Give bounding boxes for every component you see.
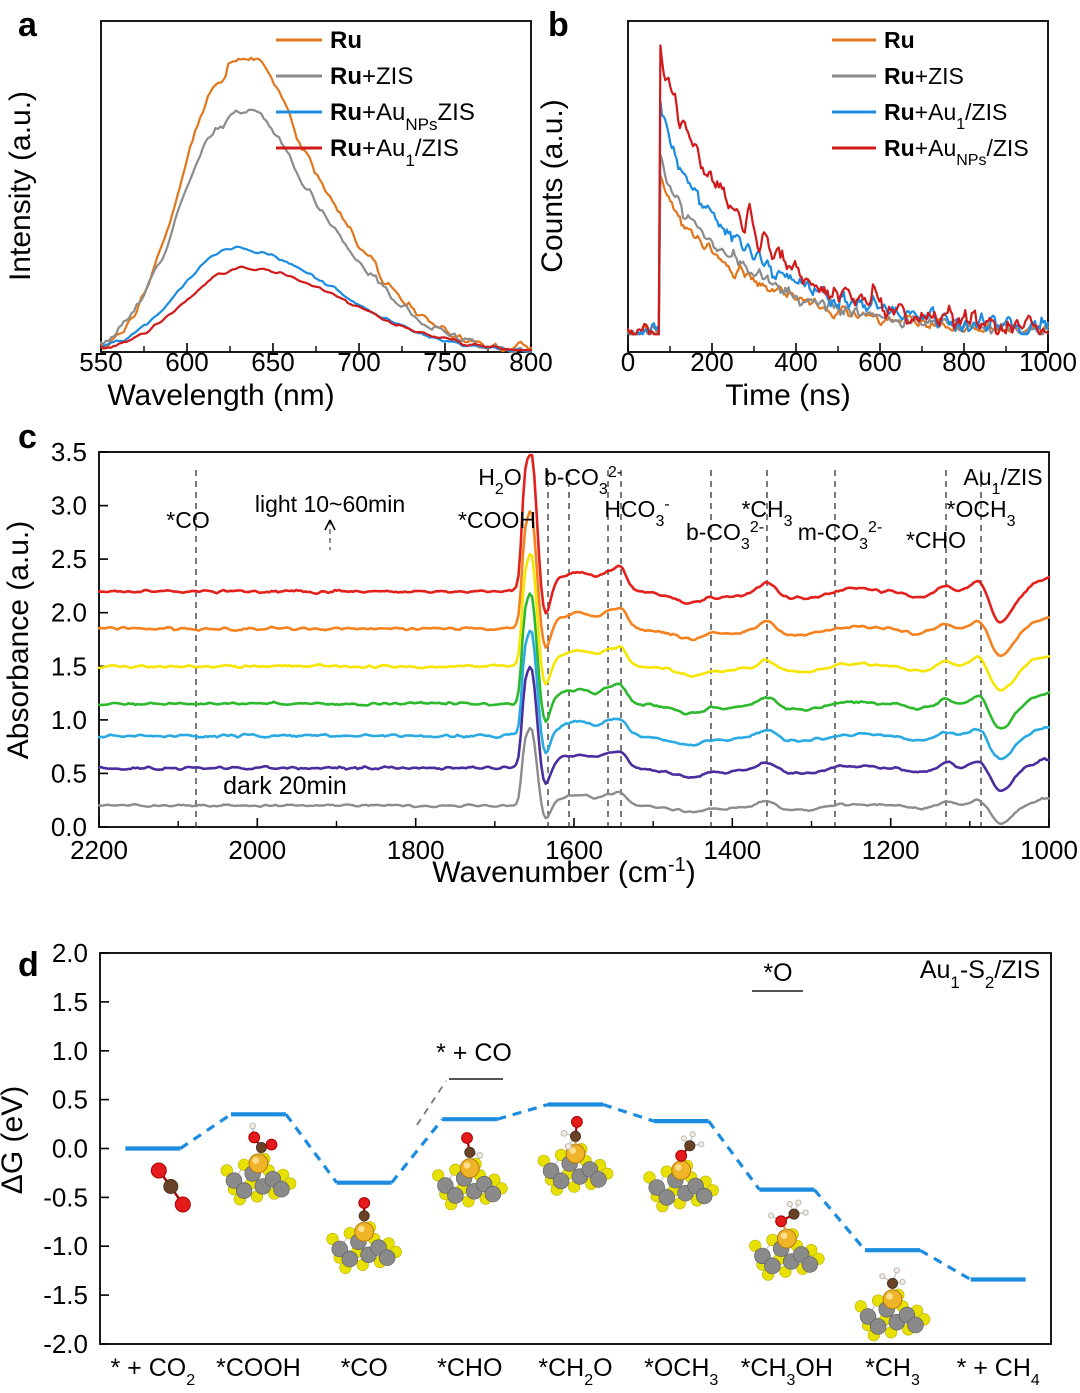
svg-text:0.0: 0.0 [52, 1134, 88, 1164]
svg-text:Wavenumber (cm-1): Wavenumber (cm-1) [432, 854, 695, 889]
svg-text:3.0: 3.0 [51, 491, 87, 521]
svg-text:-1.0: -1.0 [43, 1231, 88, 1261]
svg-text:m-CO32-: m-CO32- [798, 519, 882, 553]
svg-text:Ru+AuNPs/ZIS: Ru+AuNPs/ZIS [884, 135, 1029, 169]
svg-text:Absorbance (a.u.): Absorbance (a.u.) [2, 521, 35, 759]
svg-text:Ru+ZIS: Ru+ZIS [330, 63, 413, 90]
svg-text:Ru: Ru [884, 27, 915, 53]
svg-text:2200: 2200 [70, 835, 128, 865]
svg-text:ΔG (eV): ΔG (eV) [0, 1086, 29, 1194]
svg-text:*COOH: *COOH [458, 507, 536, 533]
svg-text:*CH3: *CH3 [865, 1354, 920, 1388]
svg-text:2.0: 2.0 [51, 598, 87, 628]
svg-text:0.5: 0.5 [51, 758, 87, 788]
svg-text:1.5: 1.5 [51, 651, 87, 681]
svg-text:*CHO: *CHO [437, 1354, 502, 1382]
svg-text:*OCH3: *OCH3 [644, 1354, 718, 1388]
svg-text:light 10~60min: light 10~60min [255, 491, 405, 517]
svg-text:Counts (a.u.): Counts (a.u.) [540, 99, 569, 272]
svg-text:800: 800 [942, 347, 985, 377]
svg-text:Ru: Ru [330, 27, 362, 54]
svg-text:1200: 1200 [862, 835, 920, 865]
svg-text:*COOH: *COOH [216, 1354, 301, 1382]
svg-text:* + CH4: * + CH4 [957, 1354, 1040, 1388]
svg-text:200: 200 [690, 347, 733, 377]
svg-text:2.5: 2.5 [51, 544, 87, 574]
svg-text:2.0: 2.0 [52, 938, 88, 968]
svg-text:Time (ns): Time (ns) [725, 379, 851, 412]
svg-text:-0.5: -0.5 [43, 1182, 88, 1212]
svg-text:1.5: 1.5 [52, 987, 88, 1017]
svg-text:650: 650 [251, 347, 294, 377]
svg-text:b-CO32-: b-CO32- [544, 464, 622, 498]
svg-text:1.0: 1.0 [52, 1036, 88, 1066]
svg-text:Ru+ZIS: Ru+ZIS [884, 63, 964, 89]
svg-text:Ru+Au1/ZIS: Ru+Au1/ZIS [884, 99, 1007, 133]
svg-text:1.0: 1.0 [51, 705, 87, 735]
svg-text:Ru+Au1/ZIS: Ru+Au1/ZIS [330, 135, 459, 170]
svg-text:750: 750 [423, 347, 466, 377]
svg-text:* + CO2: * + CO2 [110, 1354, 195, 1388]
svg-text:* + CO: * + CO [436, 1039, 512, 1067]
svg-text:Au1-S2/ZIS: Au1-S2/ZIS [920, 956, 1040, 992]
svg-text:b-CO32-: b-CO32- [686, 519, 764, 553]
svg-text:1000: 1000 [1020, 835, 1078, 865]
svg-text:*O: *O [763, 959, 792, 987]
svg-text:1000: 1000 [1019, 347, 1077, 377]
svg-text:600: 600 [165, 347, 208, 377]
svg-text:Intensity (a.u.): Intensity (a.u.) [4, 91, 37, 281]
svg-text:400: 400 [774, 347, 817, 377]
svg-text:H2O: H2O [478, 464, 521, 498]
svg-text:HCO3-: HCO3- [604, 496, 669, 530]
svg-text:0.5: 0.5 [52, 1085, 88, 1115]
svg-text:Ru+AuNPsZIS: Ru+AuNPsZIS [330, 99, 475, 134]
svg-text:2000: 2000 [228, 835, 286, 865]
svg-text:Au1/ZIS: Au1/ZIS [963, 464, 1042, 498]
svg-text:*OCH3: *OCH3 [947, 496, 1016, 530]
svg-text:-1.5: -1.5 [43, 1280, 88, 1310]
svg-text:-2.0: -2.0 [43, 1329, 88, 1359]
svg-text:1400: 1400 [703, 835, 761, 865]
svg-text:*CHO: *CHO [906, 527, 966, 553]
svg-text:*CO: *CO [341, 1354, 388, 1382]
svg-text:550: 550 [79, 347, 122, 377]
svg-text:*CH2O: *CH2O [538, 1354, 612, 1388]
svg-text:Wavelength (nm): Wavelength (nm) [107, 379, 334, 412]
svg-text:0: 0 [621, 347, 635, 377]
svg-text:600: 600 [858, 347, 901, 377]
svg-text:3.5: 3.5 [51, 437, 87, 467]
svg-text:dark 20min: dark 20min [223, 772, 347, 800]
svg-text:*CO: *CO [166, 507, 209, 533]
svg-text:*CH3OH: *CH3OH [741, 1354, 833, 1388]
svg-text:700: 700 [337, 347, 380, 377]
